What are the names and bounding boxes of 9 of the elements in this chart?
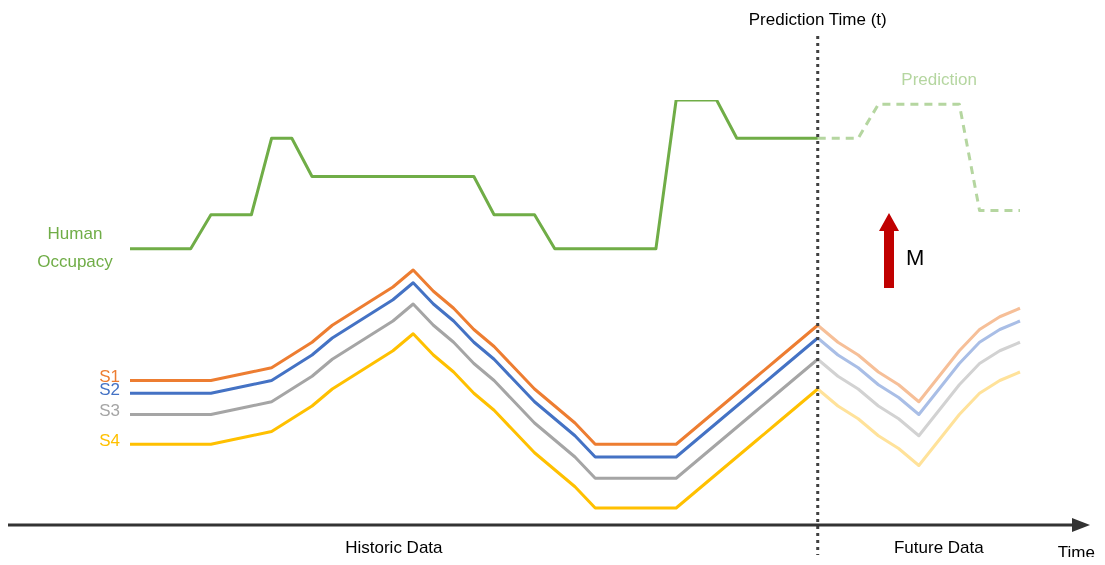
text: Future Data [893,537,985,557]
series-label: Prediction [901,69,977,89]
annotation: M [906,245,925,271]
series-label: S4 [99,430,120,450]
series-label: S3 [99,401,120,421]
series-label: Human Occupacy [37,224,114,272]
text: Historic Data [345,537,444,557]
x-axis-title: Time [1057,542,1095,562]
text: Prediction Time (t) [748,9,887,29]
